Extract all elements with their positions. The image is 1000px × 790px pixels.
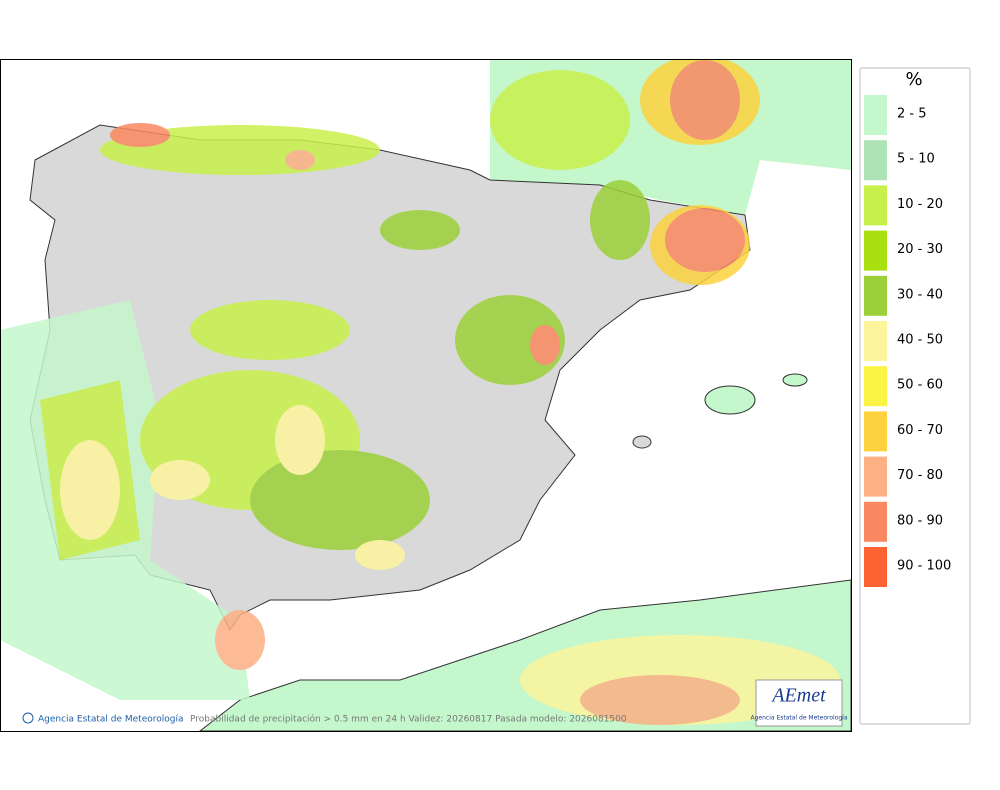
legend-swatch <box>864 366 887 407</box>
legend-label: 80 - 90 <box>897 513 943 528</box>
legend-swatch <box>864 321 887 361</box>
logo-subtitle: Agencia Estatal de Meteorología <box>751 715 848 722</box>
legend-swatch <box>864 547 887 587</box>
legend-swatch <box>864 456 887 497</box>
logo-box <box>755 679 843 727</box>
map-frame <box>0 59 852 732</box>
legend-swatch <box>864 230 887 271</box>
legend-swatch <box>864 140 887 181</box>
legend-label: 40 - 50 <box>897 333 943 348</box>
legend-label: 10 - 20 <box>897 197 943 212</box>
legend-label: 50 - 60 <box>897 378 943 393</box>
legend-swatch <box>864 95 887 135</box>
legend-label: 2 - 5 <box>897 107 927 122</box>
legend-label: 5 - 10 <box>897 152 935 167</box>
legend-label: 60 - 70 <box>897 423 943 438</box>
legend-label: 20 - 30 <box>897 242 943 257</box>
legend-label: 30 - 40 <box>897 287 943 302</box>
menorca <box>782 373 808 387</box>
caption: Probabilidad de precipitación > 0.5 mm e… <box>190 714 627 725</box>
legend: 2 - 5 5 - 10 10 - 20 20 - 30 30 - 40 40 - 50 5… <box>864 95 951 587</box>
legend-box <box>859 67 971 725</box>
logo-name: AEmet <box>770 685 826 707</box>
legend-swatch <box>864 185 887 226</box>
legend-swatch <box>864 411 887 452</box>
credit: Agencia Estatal de Meteorología <box>38 715 184 725</box>
copyright-icon <box>22 712 34 724</box>
legend-swatch <box>864 275 887 316</box>
legend-label: 90 - 100 <box>897 559 951 574</box>
map: AEmet Agencia Estatal de Meteorología Ag… <box>1 60 851 731</box>
mallorca <box>704 385 756 415</box>
legend-swatch <box>864 501 887 542</box>
legend-title: % <box>905 69 922 90</box>
legend-label: 70 - 80 <box>897 468 943 483</box>
ibiza <box>632 435 652 449</box>
